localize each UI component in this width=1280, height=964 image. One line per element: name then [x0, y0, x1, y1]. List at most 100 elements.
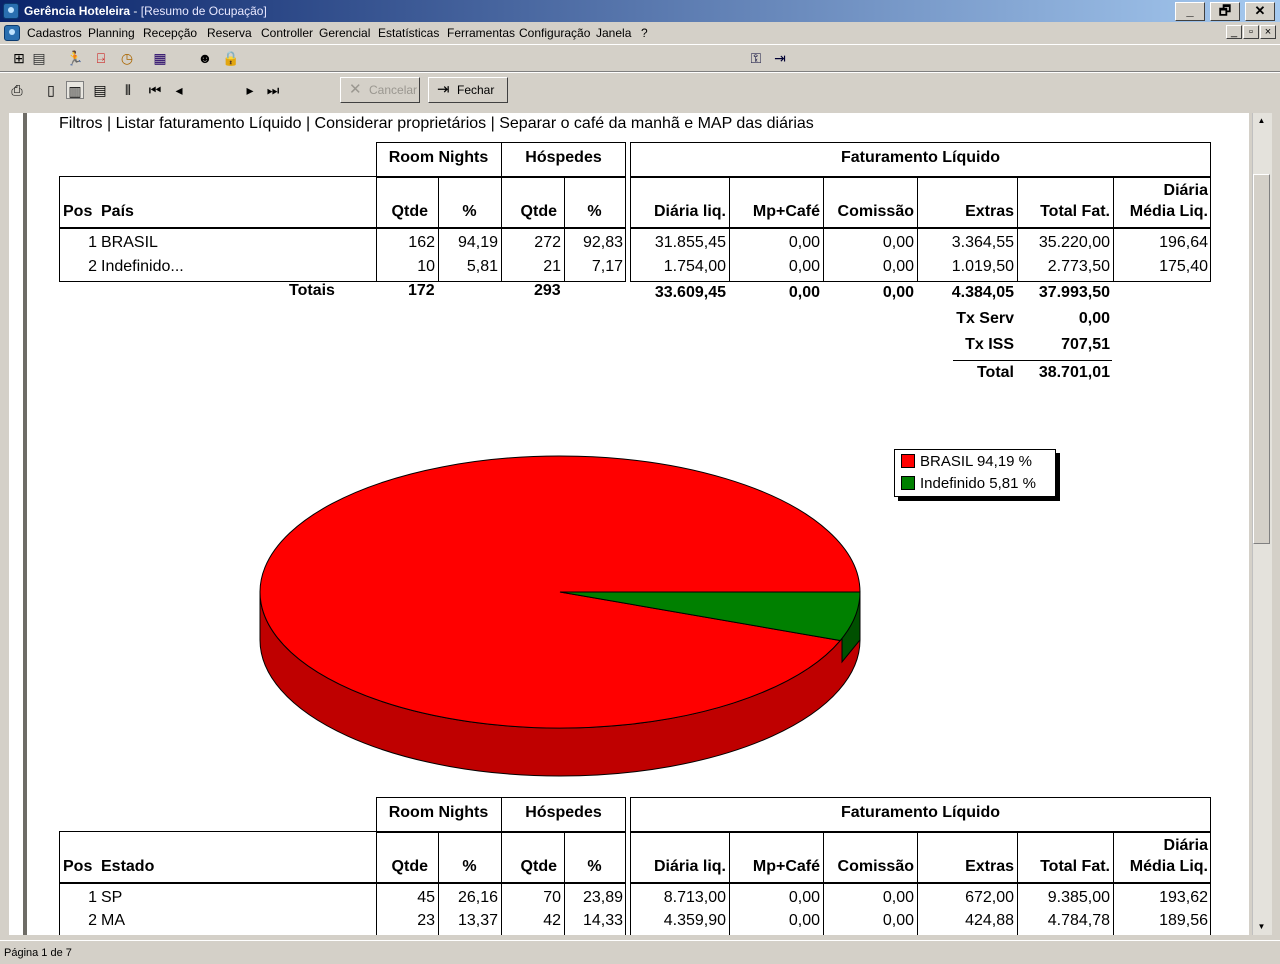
group-header-fat-2 — [630, 797, 1211, 833]
card-icon[interactable]: ▤ — [32, 50, 46, 66]
menu-gerencial[interactable]: Gerencial — [319, 26, 371, 40]
col-h-qtde-2: Qtde — [520, 858, 557, 875]
page-status: Página 1 de 7 — [4, 947, 72, 959]
menu-cadastros[interactable]: Cadastros — [27, 26, 82, 40]
menu-controller[interactable]: Controller — [261, 26, 314, 40]
calendar-icon[interactable]: ▦ — [153, 50, 167, 66]
logout-icon[interactable]: ⇥ — [774, 50, 786, 66]
cell: 10 — [417, 258, 435, 275]
clock-icon[interactable]: ◷ — [120, 50, 134, 66]
mdi-restore-button[interactable]: ▫ — [1243, 25, 1259, 39]
col-h-pct: % — [587, 203, 602, 220]
menu-ferramentas[interactable]: Ferramentas — [447, 26, 516, 40]
tx-serv-value: 0,00 — [1078, 310, 1110, 327]
cancel-x-icon: ✕ — [349, 81, 362, 98]
cell: 0,00 — [788, 234, 820, 251]
col-comissao: Comissão — [837, 203, 914, 220]
tx-iss-value: 707,51 — [1061, 336, 1110, 353]
menu-planning[interactable]: Planning — [88, 26, 135, 40]
menu-configuracao[interactable]: Configuração — [519, 26, 591, 40]
menu-reserva[interactable]: Reserva — [207, 26, 252, 40]
menu-recepcao[interactable]: Recepção — [143, 26, 198, 40]
cell: 0,00 — [882, 258, 914, 275]
tx-iss-label: Tx ISS — [965, 336, 1014, 353]
col-rn-qtde-2: Qtde — [391, 858, 428, 875]
col-comissao-2: Comissão — [837, 858, 914, 875]
exit-door-icon[interactable]: ⍈ — [96, 50, 106, 66]
cell: 0,00 — [788, 889, 820, 906]
page-width-icon[interactable]: ▥ — [66, 81, 84, 99]
cell: 70 — [543, 889, 561, 906]
scrollbar-thumb[interactable] — [1253, 174, 1270, 544]
menu-estatisticas[interactable]: Estatísticas — [378, 26, 440, 40]
scroll-up-icon[interactable]: ▲ — [1257, 116, 1266, 125]
runner-icon[interactable]: 🏃 — [66, 50, 84, 66]
header-faturamento-2: Faturamento Líquido — [840, 804, 1001, 821]
window-title: Gerência Hoteleira - [Resumo de Ocupação… — [24, 4, 267, 18]
cell: 1 — [88, 234, 97, 251]
cell: 1.754,00 — [663, 258, 726, 275]
totals-label: Totais — [289, 282, 335, 299]
col-rn-pct: % — [462, 203, 477, 220]
cell: 42 — [543, 912, 561, 929]
chart-legend: BRASIL 94,19 % Indefinido 5,81 % — [894, 449, 1056, 497]
header-hospedes: Hóspedes — [525, 149, 602, 166]
cell: SP — [101, 889, 123, 906]
col-mpcafe: Mp+Café — [752, 203, 820, 220]
cell: 2 — [88, 258, 97, 275]
totals-mpcafe: 0,00 — [788, 284, 820, 301]
tree-icon[interactable]: ⊞ — [13, 50, 25, 66]
ruler-icon[interactable]: ⦀ — [124, 82, 132, 98]
lock-icon[interactable]: 🔒 — [222, 50, 240, 66]
cancel-button[interactable]: ✕ Cancelar — [340, 77, 420, 103]
cell: 35.220,00 — [1038, 234, 1110, 251]
next-page-icon[interactable]: ▸ — [246, 82, 254, 98]
col-h-pct-2: % — [587, 858, 602, 875]
multi-page-icon[interactable]: ▤ — [93, 82, 107, 98]
totals-hospedes: 293 — [534, 282, 561, 299]
document-icon[interactable] — [4, 25, 20, 41]
cell: 672,00 — [965, 889, 1014, 906]
cell: 196,64 — [1159, 234, 1208, 251]
mdi-close-button[interactable]: × — [1260, 25, 1276, 39]
status-bar: Página 1 de 7 — [0, 940, 1280, 964]
col-mpcafe-2: Mp+Café — [752, 858, 820, 875]
cell: 92,83 — [582, 234, 623, 251]
pie-chart — [259, 455, 861, 777]
grand-total-label: Total — [976, 364, 1014, 381]
col-rn-qtde: Qtde — [391, 203, 428, 220]
close-button[interactable]: ✕ — [1245, 2, 1275, 21]
app-icon[interactable] — [3, 3, 19, 19]
col-total-fat-2: Total Fat. — [1040, 858, 1110, 875]
first-page-icon[interactable]: ⏮ — [148, 82, 162, 98]
totals-extras: 4.384,05 — [951, 284, 1014, 301]
cell: 1 — [88, 889, 97, 906]
people-icon[interactable]: ☻ — [197, 50, 213, 66]
maximize-button[interactable]: 🗗 — [1210, 2, 1240, 21]
exit-door-icon: ⇥ — [437, 81, 450, 98]
mdi-minimize-button[interactable]: _ — [1226, 25, 1242, 39]
cell: 5,81 — [466, 258, 498, 275]
cell: 14,33 — [582, 912, 623, 929]
cell: 23 — [417, 912, 435, 929]
cell: 4.359,90 — [663, 912, 726, 929]
printer-icon[interactable]: ⎙ — [11, 82, 23, 98]
menu-janela[interactable]: Janela — [596, 26, 632, 40]
key-icon[interactable]: ⚿ — [750, 50, 762, 66]
header-hospedes-2: Hóspedes — [525, 804, 602, 821]
header-room-nights: Room Nights — [388, 149, 489, 166]
close-preview-button[interactable]: ⇥ Fechar — [428, 77, 508, 103]
scroll-down-icon[interactable]: ▼ — [1257, 922, 1266, 931]
menu-help[interactable]: ? — [641, 26, 648, 40]
last-page-icon[interactable]: ⏭ — [266, 82, 280, 98]
minimize-button[interactable]: _ — [1175, 2, 1205, 21]
col-pais: País — [101, 203, 134, 220]
legend-item-indefinido: Indefinido 5,81 % — [901, 475, 1036, 492]
cell: 0,00 — [788, 258, 820, 275]
cell: 0,00 — [882, 912, 914, 929]
cell: 0,00 — [882, 234, 914, 251]
cell: 3.364,55 — [951, 234, 1014, 251]
prev-page-icon[interactable]: ◂ — [175, 82, 183, 98]
one-page-icon[interactable]: ▯ — [47, 82, 55, 98]
col-media-1: Diária — [1163, 182, 1208, 199]
